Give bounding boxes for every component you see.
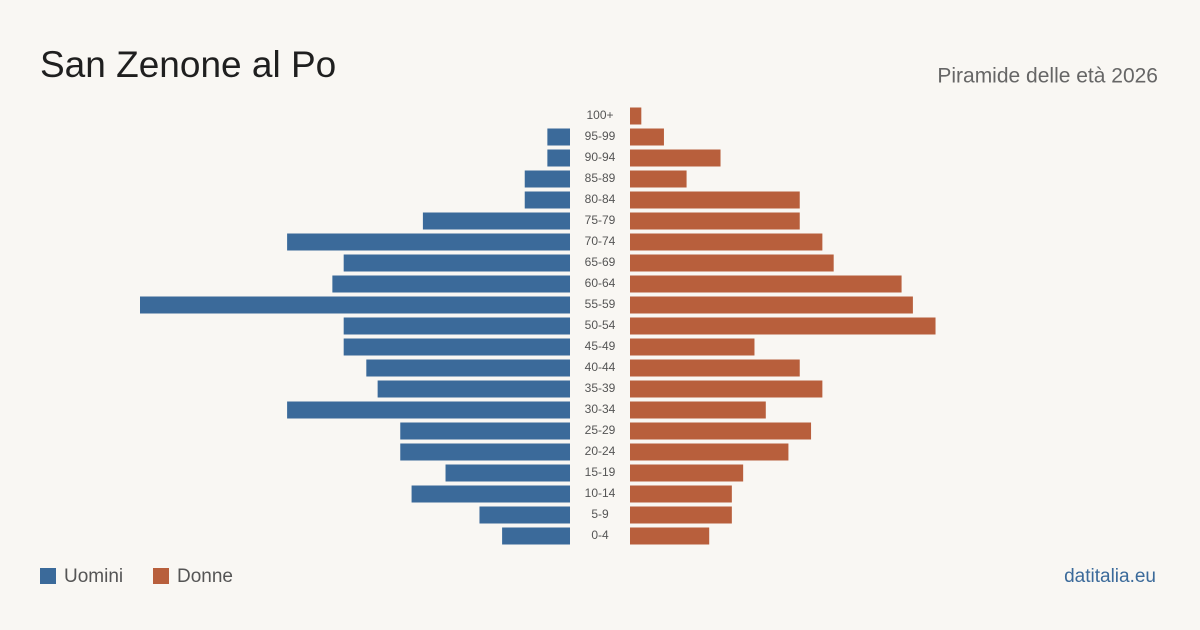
bar xyxy=(630,464,744,482)
chart-subtitle: Piramide delle età 2026 xyxy=(937,65,1158,88)
age-label: 40-44 xyxy=(585,360,616,374)
bar xyxy=(287,233,570,251)
bar xyxy=(445,464,570,482)
age-label: 0-4 xyxy=(591,528,609,542)
age-label: 80-84 xyxy=(585,192,616,206)
age-label: 25-29 xyxy=(585,423,616,437)
age-label: 70-74 xyxy=(585,234,616,248)
bar xyxy=(343,338,570,356)
age-label: 65-69 xyxy=(585,255,616,269)
bar xyxy=(630,275,902,293)
bar xyxy=(332,275,570,293)
bar xyxy=(630,233,823,251)
bar xyxy=(630,107,642,125)
bar xyxy=(422,212,570,230)
bar xyxy=(630,380,823,398)
bar xyxy=(630,338,755,356)
bar xyxy=(524,191,570,209)
bar xyxy=(366,359,570,377)
bar xyxy=(630,296,913,314)
bar xyxy=(630,128,664,146)
age-label: 10-14 xyxy=(585,486,616,500)
bar xyxy=(630,527,710,545)
bar xyxy=(547,149,570,167)
source: datitalia.eu xyxy=(1064,566,1156,587)
age-label: 75-79 xyxy=(585,213,616,227)
bar xyxy=(630,191,800,209)
age-label: 85-89 xyxy=(585,171,616,185)
bar xyxy=(630,506,732,524)
legend-label: Donne xyxy=(177,566,233,587)
bar xyxy=(479,506,570,524)
bar xyxy=(400,422,570,440)
bar xyxy=(287,401,570,419)
bar xyxy=(630,212,800,230)
age-label: 50-54 xyxy=(585,318,616,332)
chart-title: San Zenone al Po xyxy=(40,44,336,85)
bar xyxy=(377,380,570,398)
age-label: 20-24 xyxy=(585,444,616,458)
bar xyxy=(630,170,687,188)
bar xyxy=(343,254,570,272)
age-label: 30-34 xyxy=(585,402,616,416)
bar xyxy=(502,527,570,545)
age-label: 95-99 xyxy=(585,129,616,143)
bar xyxy=(630,149,721,167)
bar xyxy=(411,485,570,503)
age-label: 5-9 xyxy=(591,507,609,521)
bar xyxy=(547,128,570,146)
bar xyxy=(140,296,570,314)
bar xyxy=(524,170,570,188)
bar xyxy=(343,317,570,335)
legend-swatch xyxy=(40,568,56,584)
age-label: 35-39 xyxy=(585,381,616,395)
bar xyxy=(630,401,766,419)
age-label: 90-94 xyxy=(585,150,616,164)
legend-label: Uomini xyxy=(64,566,123,587)
age-label: 100+ xyxy=(586,108,613,122)
bar xyxy=(400,443,570,461)
bar xyxy=(630,443,789,461)
age-label: 15-19 xyxy=(585,465,616,479)
legend-swatch xyxy=(153,568,169,584)
age-label: 55-59 xyxy=(585,297,616,311)
age-label: 60-64 xyxy=(585,276,616,290)
bar xyxy=(630,317,936,335)
bar xyxy=(630,485,732,503)
bar xyxy=(630,422,812,440)
bar xyxy=(630,254,834,272)
age-label: 45-49 xyxy=(585,339,616,353)
bar xyxy=(630,359,800,377)
